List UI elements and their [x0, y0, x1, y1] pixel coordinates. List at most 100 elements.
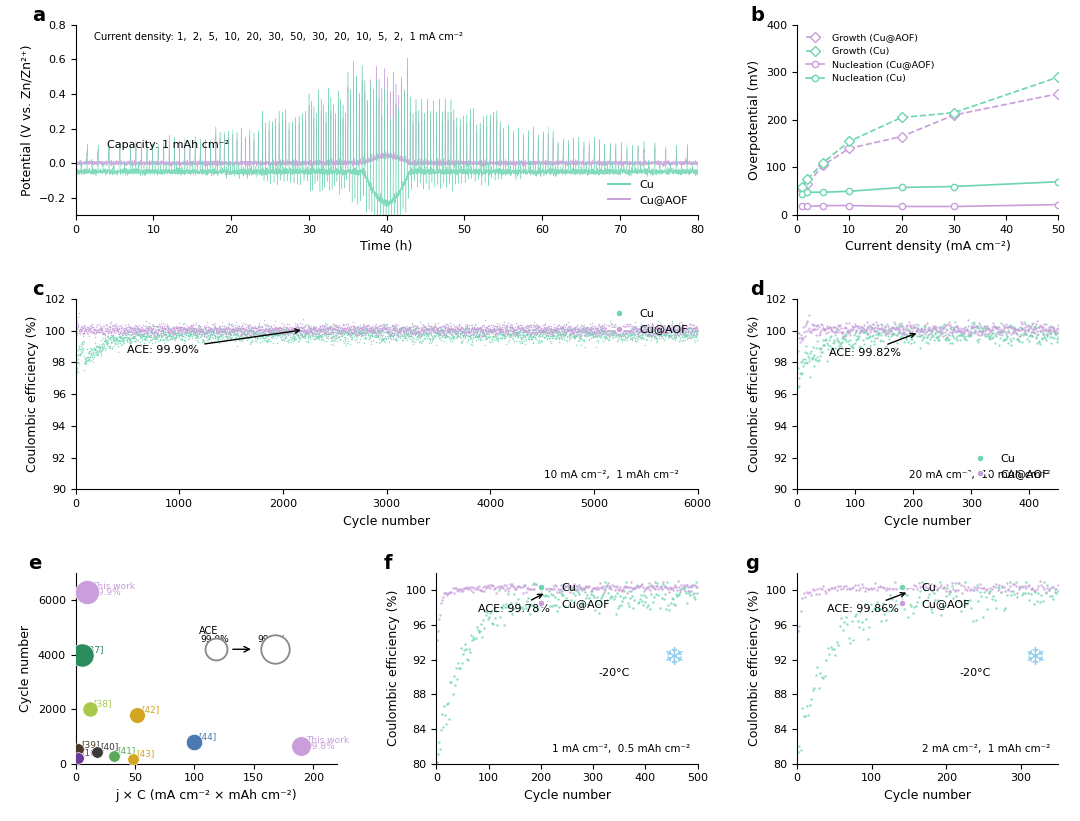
Point	[306, 322, 323, 335]
Point	[987, 329, 1004, 342]
Point	[390, 327, 407, 340]
Point	[465, 323, 483, 336]
Point	[308, 332, 325, 345]
Point	[654, 328, 672, 342]
Point	[843, 323, 861, 337]
Point	[138, 331, 156, 344]
Point	[814, 579, 832, 592]
Point	[138, 327, 156, 340]
Point	[457, 326, 474, 339]
Point	[316, 327, 334, 340]
Point	[444, 322, 461, 335]
Point	[961, 583, 978, 596]
Point	[291, 326, 308, 339]
Point	[632, 328, 649, 342]
Point	[204, 326, 221, 339]
Point	[684, 323, 701, 336]
Point	[792, 744, 809, 757]
Point	[659, 327, 676, 340]
Point	[481, 328, 498, 341]
Point	[903, 580, 920, 594]
Point	[632, 331, 649, 344]
Point	[575, 597, 592, 610]
Point	[218, 323, 235, 336]
Point	[400, 326, 417, 339]
Point	[305, 322, 322, 335]
Point	[451, 662, 469, 675]
Point	[181, 327, 199, 340]
Point	[222, 328, 240, 341]
Point	[916, 577, 933, 590]
Point	[264, 323, 281, 336]
Point	[428, 327, 445, 340]
Point	[1007, 324, 1024, 337]
Point	[549, 325, 566, 338]
Point	[853, 325, 870, 338]
X-axis label: j × C (mA cm⁻² × mAh cm⁻²): j × C (mA cm⁻² × mAh cm⁻²)	[116, 789, 297, 802]
Point	[672, 327, 689, 340]
Point	[465, 321, 483, 334]
Point	[826, 580, 843, 594]
Point	[258, 330, 275, 343]
Point	[267, 322, 284, 335]
Point	[89, 322, 106, 335]
Point	[230, 319, 247, 333]
Point	[378, 331, 395, 344]
Point	[343, 325, 361, 338]
Point	[653, 320, 671, 333]
Point	[123, 323, 140, 336]
Point	[1049, 326, 1066, 339]
Point	[444, 333, 461, 346]
Point	[270, 328, 287, 342]
Point	[593, 332, 610, 345]
Point	[287, 323, 305, 336]
Point	[686, 324, 703, 337]
Point	[594, 587, 611, 600]
Point	[193, 335, 211, 348]
Point	[829, 343, 847, 356]
Point	[789, 745, 807, 759]
Point	[579, 326, 596, 339]
Point	[151, 333, 168, 346]
Point	[285, 332, 302, 345]
Point	[646, 329, 663, 342]
Point	[232, 329, 249, 342]
Point	[1039, 327, 1056, 340]
Point	[832, 319, 849, 332]
Point	[657, 580, 674, 593]
Point	[189, 331, 206, 344]
Text: This work: This work	[306, 736, 349, 745]
Point	[649, 328, 666, 342]
Point	[678, 333, 696, 346]
Point	[239, 326, 256, 339]
Point	[489, 333, 507, 346]
Point	[323, 323, 340, 336]
Point	[991, 324, 1009, 337]
Point	[259, 323, 276, 337]
Point	[157, 328, 174, 341]
Point	[926, 323, 943, 336]
Point	[956, 323, 973, 337]
Point	[1022, 328, 1039, 342]
Point	[472, 325, 489, 338]
Point	[921, 333, 939, 346]
Point	[99, 329, 117, 342]
Point	[1034, 328, 1051, 341]
Point	[418, 322, 435, 335]
Point	[363, 328, 380, 342]
Point	[133, 324, 150, 337]
Point	[124, 331, 141, 344]
Point	[638, 325, 656, 338]
Point	[672, 583, 689, 596]
Point	[404, 334, 421, 347]
Point	[375, 332, 392, 345]
Point	[459, 333, 476, 346]
Point	[131, 323, 148, 336]
Point	[656, 323, 673, 336]
Point	[524, 321, 541, 334]
Point	[926, 586, 943, 599]
Point	[982, 585, 999, 598]
Point	[132, 329, 149, 342]
Point	[401, 320, 418, 333]
Point	[1005, 587, 1023, 600]
